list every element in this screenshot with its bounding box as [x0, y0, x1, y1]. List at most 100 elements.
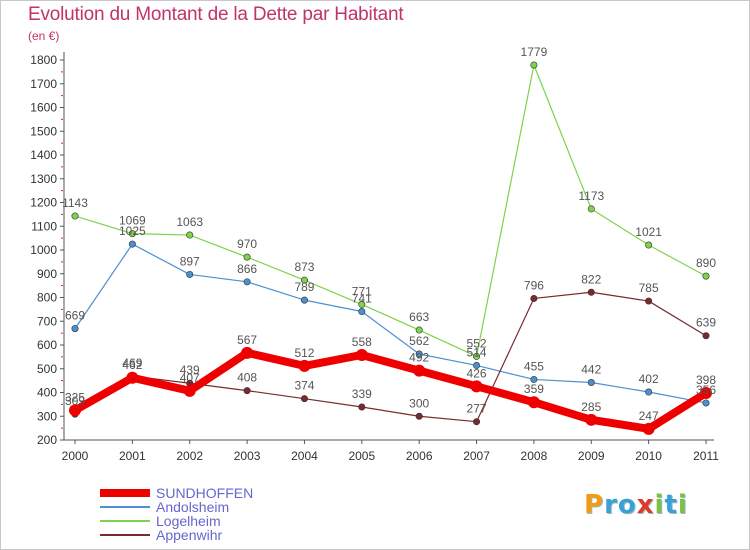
data-point-logelheim: [358, 300, 366, 308]
data-label-appenwihr: 796: [524, 278, 544, 292]
data-label-logelheim: 771: [352, 284, 372, 298]
data-label-appenwihr: 300: [409, 396, 429, 410]
data-label-sundhoffen: 558: [352, 335, 372, 349]
legend-label: Andolsheim: [156, 499, 230, 515]
data-label-sundhoffen: 285: [581, 400, 601, 414]
y-tick-label: 1400: [30, 148, 57, 162]
y-tick-label: 1100: [31, 219, 57, 233]
y-tick-label: 900: [37, 267, 57, 281]
x-tick-label: 2008: [521, 449, 548, 463]
y-tick-label: 1500: [30, 124, 57, 138]
data-point-appenwihr: [243, 387, 251, 395]
data-point-appenwihr: [473, 418, 481, 426]
x-tick-label: 2002: [176, 449, 203, 463]
data-point-logelheim: [186, 231, 194, 239]
logo-letter: i: [654, 490, 665, 520]
data-point-logelheim: [645, 241, 653, 249]
data-point-logelheim: [71, 212, 79, 220]
x-tick-label: 2003: [234, 449, 261, 463]
data-label-andolsheim: 514: [467, 345, 487, 359]
data-label-sundhoffen: 462: [122, 358, 142, 372]
data-point-andolsheim: [702, 399, 710, 407]
data-label-andolsheim: 562: [409, 334, 429, 348]
data-label-sundhoffen: 512: [294, 346, 314, 360]
series-line-logelheim: [74, 64, 707, 357]
data-label-andolsheim: 402: [639, 372, 659, 386]
x-tick-label: 2011: [693, 449, 719, 463]
data-label-logelheim: 1779: [521, 45, 548, 59]
data-point-sundhoffen: [241, 346, 254, 359]
data-label-logelheim: 1173: [578, 189, 604, 203]
data-label-andolsheim: 455: [524, 359, 544, 373]
data-label-logelheim: 1143: [62, 196, 88, 210]
data-point-logelheim: [128, 230, 136, 238]
x-tick-label: 2005: [348, 449, 375, 463]
y-tick-label: 300: [37, 409, 57, 423]
data-label-sundhoffen: 359: [524, 382, 544, 396]
legend-swatch: [100, 520, 150, 522]
data-point-sundhoffen: [183, 384, 196, 397]
data-point-logelheim: [473, 352, 481, 360]
legend-label: Appenwihr: [156, 527, 223, 543]
logo-letter: i: [677, 490, 688, 520]
data-point-logelheim: [300, 276, 308, 284]
data-label-andolsheim: 741: [352, 292, 372, 306]
data-point-sundhoffen: [126, 371, 139, 384]
data-label-appenwihr: 339: [352, 387, 372, 401]
data-label-logelheim: 552: [467, 336, 487, 350]
y-tick-label: 1300: [30, 172, 57, 186]
data-label-appenwihr: 439: [180, 363, 200, 377]
data-label-sundhoffen: 426: [467, 366, 487, 380]
data-point-andolsheim: [358, 308, 366, 316]
data-label-andolsheim: 866: [237, 262, 257, 276]
data-label-sundhoffen: 567: [237, 333, 257, 347]
y-tick-label: 1000: [30, 243, 57, 257]
y-tick-label: 1200: [30, 196, 57, 210]
data-point-andolsheim: [243, 278, 251, 286]
legend-label: Logelheim: [156, 513, 221, 529]
data-label-logelheim: 1021: [635, 225, 662, 239]
data-point-andolsheim: [645, 388, 653, 396]
y-tick-label: 600: [37, 338, 57, 352]
data-label-appenwihr: 309: [65, 394, 85, 408]
data-label-appenwihr: 639: [696, 316, 716, 330]
data-point-sundhoffen: [69, 404, 81, 417]
x-tick-label: 2001: [119, 449, 146, 463]
data-point-appenwihr: [587, 288, 595, 296]
logo-letter: o: [617, 490, 637, 520]
x-tick-label: 2004: [291, 449, 318, 463]
data-point-andolsheim: [71, 325, 79, 333]
legend-swatch: [100, 506, 150, 508]
data-label-sundhoffen: 247: [639, 409, 659, 423]
logo-letter: r: [604, 490, 618, 520]
data-label-andolsheim: 669: [65, 309, 85, 323]
logo-letter: x: [636, 490, 655, 520]
legend-swatch: [100, 489, 150, 497]
data-point-andolsheim: [300, 296, 308, 304]
data-point-andolsheim: [128, 240, 136, 248]
data-point-logelheim: [243, 253, 251, 261]
proxiti-logo: Proxiti: [584, 490, 688, 520]
data-point-appenwihr: [530, 294, 538, 302]
data-label-andolsheim: 789: [294, 280, 314, 294]
x-tick-label: 2010: [635, 449, 662, 463]
y-tick-label: 500: [37, 362, 57, 376]
data-label-andolsheim: 1025: [119, 224, 146, 238]
data-point-logelheim: [415, 326, 423, 334]
data-label-sundhoffen: 398: [696, 373, 716, 387]
data-point-andolsheim: [473, 361, 481, 369]
y-tick-label: 200: [37, 433, 57, 447]
x-tick-label: 2009: [578, 449, 605, 463]
y-tick-label: 1600: [30, 101, 57, 115]
data-point-appenwihr: [702, 332, 710, 340]
series-line-sundhoffen: [71, 348, 710, 433]
y-tick-label: 700: [37, 314, 57, 328]
data-point-andolsheim: [415, 350, 423, 358]
logo-letter: t: [664, 490, 678, 520]
data-point-logelheim: [702, 272, 710, 280]
data-point-logelheim: [530, 61, 538, 69]
data-label-appenwihr: 277: [467, 402, 487, 416]
data-point-sundhoffen: [470, 380, 483, 393]
